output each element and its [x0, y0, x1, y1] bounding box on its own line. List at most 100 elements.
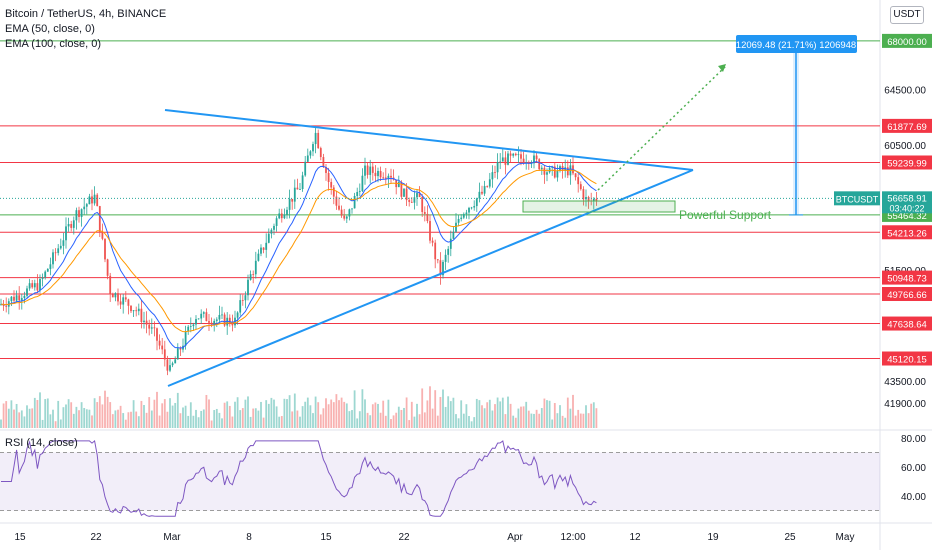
candle-body: [278, 213, 281, 219]
volume-bar: [319, 414, 322, 428]
candle-body: [582, 189, 585, 200]
candle-body: [114, 293, 117, 298]
candle-body: [499, 161, 502, 163]
candle-body: [106, 259, 109, 276]
candle-body: [239, 300, 242, 313]
candle-body: [119, 301, 122, 305]
candle-body: [122, 297, 125, 305]
candle-body: [595, 198, 598, 201]
support-box: [522, 200, 676, 213]
candle-body: [96, 194, 99, 207]
candle-body: [296, 187, 299, 190]
volume-bar: [343, 401, 346, 428]
candle-body: [522, 158, 525, 164]
volume-bar: [533, 413, 535, 428]
volume-bar: [239, 410, 242, 428]
volume-bar: [283, 398, 286, 428]
volume-bar: [335, 394, 338, 428]
candle-body: [387, 175, 390, 179]
candle-body: [54, 252, 57, 254]
candle-body: [345, 216, 348, 219]
volume-bar: [444, 406, 447, 428]
candle-body: [273, 225, 275, 230]
price-level-label: 49766.66: [887, 290, 927, 301]
x-tick-label: May: [836, 532, 855, 543]
candle-body: [465, 212, 468, 215]
volume-bar: [91, 415, 93, 428]
volume-bar: [187, 415, 190, 428]
volume-bar: [106, 396, 109, 428]
volume-bar: [18, 412, 21, 428]
volume-bar: [52, 409, 54, 428]
candle-body: [403, 188, 405, 197]
rsi-tick-label: 40.00: [901, 492, 926, 503]
candle-body: [257, 253, 260, 261]
candle-body: [577, 177, 580, 185]
candle-body: [504, 157, 507, 165]
volume-bar: [20, 410, 23, 428]
candle-body: [340, 209, 343, 216]
x-tick-label: 22: [398, 532, 410, 543]
volume-bar: [101, 404, 104, 428]
volume-bar: [361, 389, 364, 428]
volume-bar: [358, 411, 361, 428]
candle-body: [65, 226, 67, 241]
volume-bar: [592, 402, 595, 428]
candle-body: [426, 213, 429, 222]
volume-bar: [85, 409, 88, 428]
volume-bar: [585, 405, 587, 428]
candle-body: [85, 204, 88, 207]
candle-body: [252, 274, 255, 275]
volume-bar: [569, 408, 572, 428]
candle-body: [314, 132, 317, 145]
volume-bar: [200, 410, 203, 428]
volume-bar: [28, 408, 31, 428]
volume-bar: [36, 400, 39, 428]
volume-bar: [273, 399, 275, 428]
volume-bar: [494, 404, 496, 428]
candle-body: [338, 205, 340, 210]
volume-bar: [280, 416, 283, 428]
volume-bar: [572, 394, 574, 428]
currency-button[interactable]: USDT: [890, 6, 924, 24]
volume-bar: [39, 392, 41, 428]
volume-bar: [540, 408, 543, 428]
volume-bar: [205, 394, 208, 428]
volume-bar: [371, 404, 374, 428]
volume-bar: [241, 408, 244, 428]
candle-body: [408, 200, 411, 202]
volume-bar: [124, 419, 127, 428]
current-price-tag: [882, 191, 932, 214]
price-level-label: 68000.00: [887, 37, 927, 48]
volume-bar: [10, 400, 13, 428]
candle-body: [538, 159, 541, 170]
volume-bar: [304, 401, 307, 428]
candle-body: [439, 260, 442, 276]
candle-body: [62, 240, 65, 246]
candle-body: [309, 151, 312, 156]
candle-body: [306, 155, 309, 162]
candle-body: [218, 314, 221, 320]
candle-body: [473, 206, 476, 208]
candle-body: [153, 327, 156, 329]
candle-body: [566, 167, 569, 176]
volume-bar: [587, 413, 590, 428]
rsi-tick-label: 60.00: [901, 463, 926, 474]
symbol-tag-label: BTCUSDT: [836, 194, 879, 204]
candle-body: [351, 208, 353, 210]
candle-body: [327, 172, 330, 182]
volume-bar: [192, 415, 195, 428]
candle-body: [67, 224, 70, 227]
volume-bar: [78, 410, 80, 428]
candle-body: [319, 148, 322, 158]
volume-bar: [163, 399, 166, 428]
candle-body: [176, 348, 179, 360]
volume-bar: [314, 396, 317, 428]
volume-bar: [345, 403, 348, 428]
volume-bar: [405, 397, 408, 428]
candle-body: [283, 214, 286, 219]
price-level-tag: [882, 225, 932, 240]
symbol-tag: [834, 191, 880, 206]
